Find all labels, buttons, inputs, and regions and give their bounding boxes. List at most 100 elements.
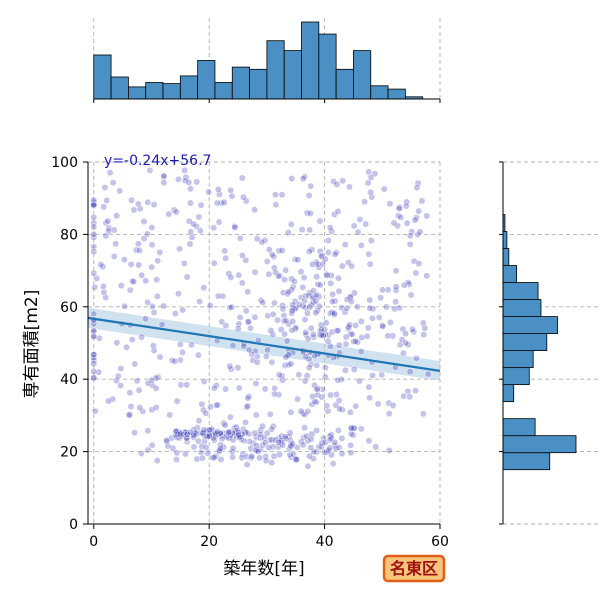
scatter-point xyxy=(90,320,98,328)
scatter-point xyxy=(297,407,305,415)
scatter-point xyxy=(265,444,273,452)
scatter-point xyxy=(342,340,350,348)
scatter-point xyxy=(346,321,354,329)
scatter-point xyxy=(313,427,321,434)
scatter-point xyxy=(180,259,188,267)
scatter-point xyxy=(148,263,156,271)
scatter-point xyxy=(288,326,296,334)
scatter-point xyxy=(286,429,294,437)
scatter-point xyxy=(210,454,218,462)
scatter-point xyxy=(302,331,310,339)
scatter-point xyxy=(302,328,310,336)
scatter-point xyxy=(179,430,187,438)
scatter-point xyxy=(364,179,372,187)
scatter-point xyxy=(334,426,342,434)
scatter-point xyxy=(338,434,346,442)
scatter-point xyxy=(244,288,252,296)
scatter-point xyxy=(348,330,356,338)
scatter-point xyxy=(365,437,373,445)
scatter-point xyxy=(309,330,317,338)
scatter-point xyxy=(256,454,263,462)
scatter-point xyxy=(245,430,253,438)
scatter-point xyxy=(271,299,278,307)
scatter-point xyxy=(90,310,98,318)
scatter-point xyxy=(301,424,308,432)
scatter-point xyxy=(186,428,194,436)
scatter-point xyxy=(341,241,349,249)
scatter-point xyxy=(287,360,295,368)
scatter-point xyxy=(220,198,228,206)
scatter-point xyxy=(279,289,287,297)
scatter-point xyxy=(198,400,206,408)
scatter-point xyxy=(204,449,212,457)
scatter-point xyxy=(153,457,161,465)
scatter-point xyxy=(400,392,408,400)
scatter-point xyxy=(335,444,343,451)
scatter-point xyxy=(313,291,321,299)
scatter-point xyxy=(176,340,184,348)
y-hist-bar xyxy=(502,299,542,317)
scatter-point xyxy=(242,256,250,264)
scatter-point xyxy=(356,377,363,385)
scatter-point xyxy=(215,447,223,455)
scatter-point xyxy=(327,391,335,399)
scatter-point xyxy=(264,346,271,354)
scatter-point xyxy=(176,356,184,364)
scatter-point xyxy=(321,373,329,381)
scatter-point xyxy=(244,402,252,410)
scatter-point xyxy=(343,296,351,303)
scatter-point xyxy=(313,273,321,281)
scatter-point xyxy=(271,390,278,398)
scatter-point xyxy=(397,213,405,221)
scatter-point xyxy=(190,431,198,439)
region-badge: 名東区 xyxy=(382,554,446,583)
scatter-point xyxy=(316,247,324,255)
scatter-point xyxy=(175,434,183,442)
scatter-point xyxy=(210,384,218,392)
scatter-point xyxy=(374,400,382,408)
x-hist-bar xyxy=(179,75,199,100)
scatter-point xyxy=(318,252,325,260)
scatter-point xyxy=(343,304,351,312)
scatter-point xyxy=(316,281,324,289)
scatter-point xyxy=(261,385,269,393)
scatter-point xyxy=(345,323,352,331)
scatter-point xyxy=(413,184,421,192)
scatter-point xyxy=(324,337,332,345)
scatter-point xyxy=(136,404,144,412)
scatter-point xyxy=(90,230,98,238)
scatter-point xyxy=(215,218,223,226)
scatter-point xyxy=(322,319,330,327)
x-hist-bar xyxy=(266,40,285,100)
scatter-point xyxy=(185,217,193,225)
scatter-point xyxy=(202,409,210,417)
scatter-point xyxy=(213,199,221,207)
scatter-point xyxy=(194,351,202,359)
scatter-point xyxy=(100,282,107,290)
scatter-point xyxy=(227,273,235,281)
scatter-point xyxy=(405,280,413,288)
scatter-point xyxy=(327,279,335,287)
scatter-point xyxy=(325,447,333,455)
scatter-point xyxy=(243,403,251,411)
scatter-point xyxy=(314,260,322,268)
scatter-point xyxy=(187,185,195,193)
scatter-point xyxy=(243,453,251,461)
scatter-point xyxy=(134,240,142,248)
scatter-point xyxy=(112,377,120,385)
scatter-point xyxy=(236,314,244,321)
scatter-point xyxy=(298,226,306,234)
scatter-point xyxy=(104,217,112,225)
scatter-point xyxy=(395,205,403,213)
scatter-point xyxy=(323,271,331,279)
scatter-point xyxy=(274,272,282,280)
scatter-point xyxy=(146,166,154,174)
scatter-point xyxy=(299,175,307,183)
scatter-point xyxy=(197,448,205,456)
scatter-point xyxy=(90,360,98,368)
scatter-point xyxy=(256,431,264,438)
scatter-point xyxy=(418,197,426,205)
scatter-point xyxy=(217,445,224,453)
scatter-point xyxy=(90,223,98,231)
scatter-point xyxy=(245,318,252,325)
